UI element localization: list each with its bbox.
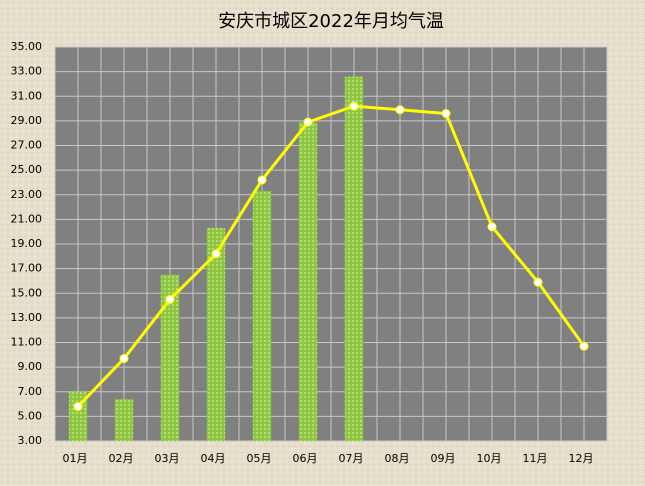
line-marker: [441, 108, 451, 118]
y-tick-label: 25.00: [11, 163, 43, 176]
y-tick-label: 19.00: [11, 237, 43, 250]
x-tick-label: 05月: [247, 452, 272, 465]
x-tick-label: 08月: [385, 452, 410, 465]
y-tick-label: 27.00: [11, 139, 43, 152]
bar: [252, 191, 272, 441]
line-marker: [73, 402, 83, 412]
bar: [344, 76, 364, 442]
x-tick-label: 06月: [293, 452, 318, 465]
y-tick-label: 5.00: [18, 409, 43, 422]
y-tick-label: 35.00: [11, 40, 43, 53]
y-tick-label: 7.00: [18, 385, 43, 398]
line-marker: [533, 277, 543, 287]
chart-title: 安庆市城区2022年月均气温: [218, 11, 444, 32]
x-tick-label: 09月: [431, 452, 456, 465]
line-marker: [349, 101, 359, 111]
y-tick-label: 29.00: [11, 114, 43, 127]
y-tick-label: 13.00: [11, 311, 43, 324]
bar: [298, 122, 318, 441]
x-tick-label: 01月: [63, 452, 88, 465]
y-tick-label: 21.00: [11, 212, 43, 225]
y-tick-label: 33.00: [11, 65, 43, 78]
x-tick-label: 03月: [155, 452, 180, 465]
bar: [160, 274, 180, 441]
bar: [114, 399, 134, 441]
bar: [68, 391, 88, 441]
y-tick-label: 17.00: [11, 262, 43, 275]
x-tick-label: 02月: [109, 452, 134, 465]
line-marker: [165, 294, 175, 304]
x-tick-label: 11月: [523, 452, 548, 465]
line-marker: [211, 249, 221, 259]
y-tick-label: 11.00: [11, 336, 43, 349]
line: [76, 104, 586, 408]
line-marker: [395, 105, 405, 115]
x-tick-label: 07月: [339, 452, 364, 465]
bar: [206, 227, 226, 441]
y-tick-label: 15.00: [11, 286, 43, 299]
line-marker: [487, 222, 497, 232]
line-marker: [257, 175, 267, 185]
x-tick-label: 04月: [201, 452, 226, 465]
y-tick-label: 23.00: [11, 188, 43, 201]
line-marker: [303, 117, 313, 127]
line-marker: [579, 341, 589, 351]
y-tick-label: 9.00: [18, 360, 43, 373]
x-tick-label: 12月: [569, 452, 594, 465]
y-tick-label: 31.00: [11, 89, 43, 102]
x-tick-label: 10月: [477, 452, 502, 465]
y-tick-label: 3.00: [18, 434, 43, 447]
line-marker: [119, 354, 129, 364]
